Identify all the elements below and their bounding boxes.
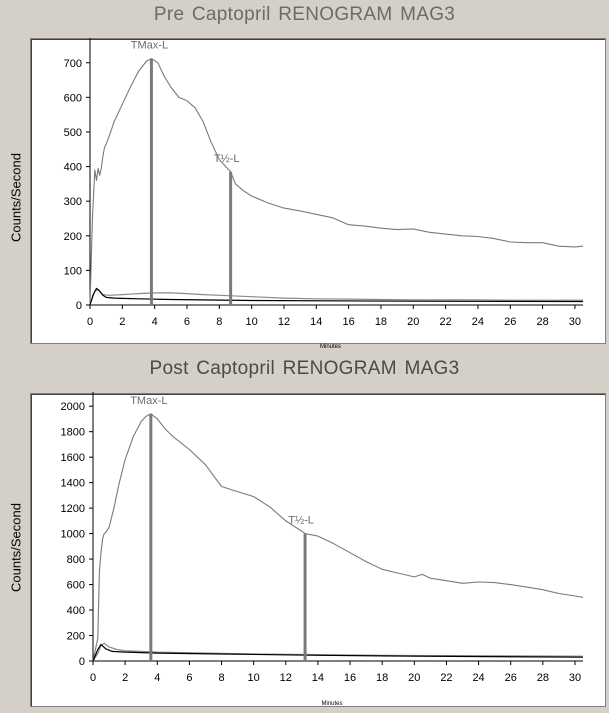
pre-captopril-panel: Pre Captopril RENOGRAM MAG3 Counts/Secon… [0,0,609,356]
x-tick-label: 28 [537,672,549,684]
y-tick-label: 800 [67,554,85,566]
y-tick-label: 1400 [61,478,85,490]
y-tick-label: 400 [67,605,85,617]
x-tick-label: 18 [375,316,387,328]
y-tick-label: 100 [64,265,82,277]
x-tick-label: 0 [90,672,96,684]
right-kidney-curve [89,288,583,306]
x-tick-label: 24 [472,672,484,684]
x-tick-label: 30 [569,672,581,684]
x-tick-label: 24 [472,316,484,328]
y-tick-label: 200 [64,231,82,243]
x-tick-label: 20 [408,672,420,684]
y-tick-label: 200 [67,631,85,643]
x-tick-label: 16 [344,672,356,684]
y-tick-label: 400 [64,162,82,174]
tmax-label: TMax-L [130,395,167,407]
x-tick-label: 28 [536,316,548,328]
x-tick-label: 26 [504,316,516,328]
y-tick-label: 300 [64,196,82,208]
y-tick-label: 1200 [61,503,85,515]
y-tick-label: 0 [76,300,82,312]
x-tick-label: 22 [439,316,451,328]
left-kidney-curve [92,413,584,662]
y-tick-label: 2000 [61,401,85,413]
x-tick-label: 10 [248,672,260,684]
x-axis-label: Minutes [321,701,342,707]
x-tick-label: 12 [280,672,292,684]
y-tick-label: 1800 [61,427,85,439]
x-tick-label: 22 [440,672,452,684]
left-kidney-curve [89,58,584,306]
x-tick-label: 2 [119,316,125,328]
x-tick-label: 6 [184,316,190,328]
y-tick-label: 1600 [61,452,85,464]
x-tick-label: 8 [216,316,222,328]
x-tick-label: 16 [342,316,354,328]
background-curve [89,287,584,306]
right-kidney-curve [92,642,584,662]
thalf-label: T½-L [288,515,314,527]
tmax-label: TMax-L [131,40,168,52]
y-tick-label: 0 [79,656,85,668]
chart-frame [30,38,606,344]
x-tick-label: 4 [154,672,160,684]
background-curve [92,643,584,662]
x-tick-label: 2 [122,672,128,684]
y-tick-label: 600 [67,580,85,592]
x-tick-label: 18 [376,672,388,684]
x-tick-label: 14 [312,672,324,684]
chart-title: Pre Captopril RENOGRAM MAG3 [153,4,456,25]
x-tick-label: 4 [152,316,158,328]
x-tick-label: 0 [87,316,93,328]
x-tick-label: 6 [186,672,192,684]
x-tick-label: 30 [569,316,581,328]
thalf-label: T½-L [214,153,240,165]
x-tick-label: 12 [278,316,290,328]
y-tick-label: 500 [64,127,82,139]
chart-title: Post Captopril RENOGRAM MAG3 [149,358,460,379]
y-tick-label: 700 [64,58,82,70]
x-axis-label: Minutes [320,344,341,350]
x-tick-label: 20 [407,316,419,328]
x-tick-label: 8 [218,672,224,684]
x-tick-label: 10 [246,316,258,328]
post-captopril-panel: Post Captopril RENOGRAM MAG3 Counts/Seco… [0,356,609,713]
y-tick-label: 600 [64,92,82,104]
y-tick-label: 1000 [61,529,85,541]
x-tick-label: 26 [505,672,517,684]
x-tick-label: 14 [310,316,322,328]
